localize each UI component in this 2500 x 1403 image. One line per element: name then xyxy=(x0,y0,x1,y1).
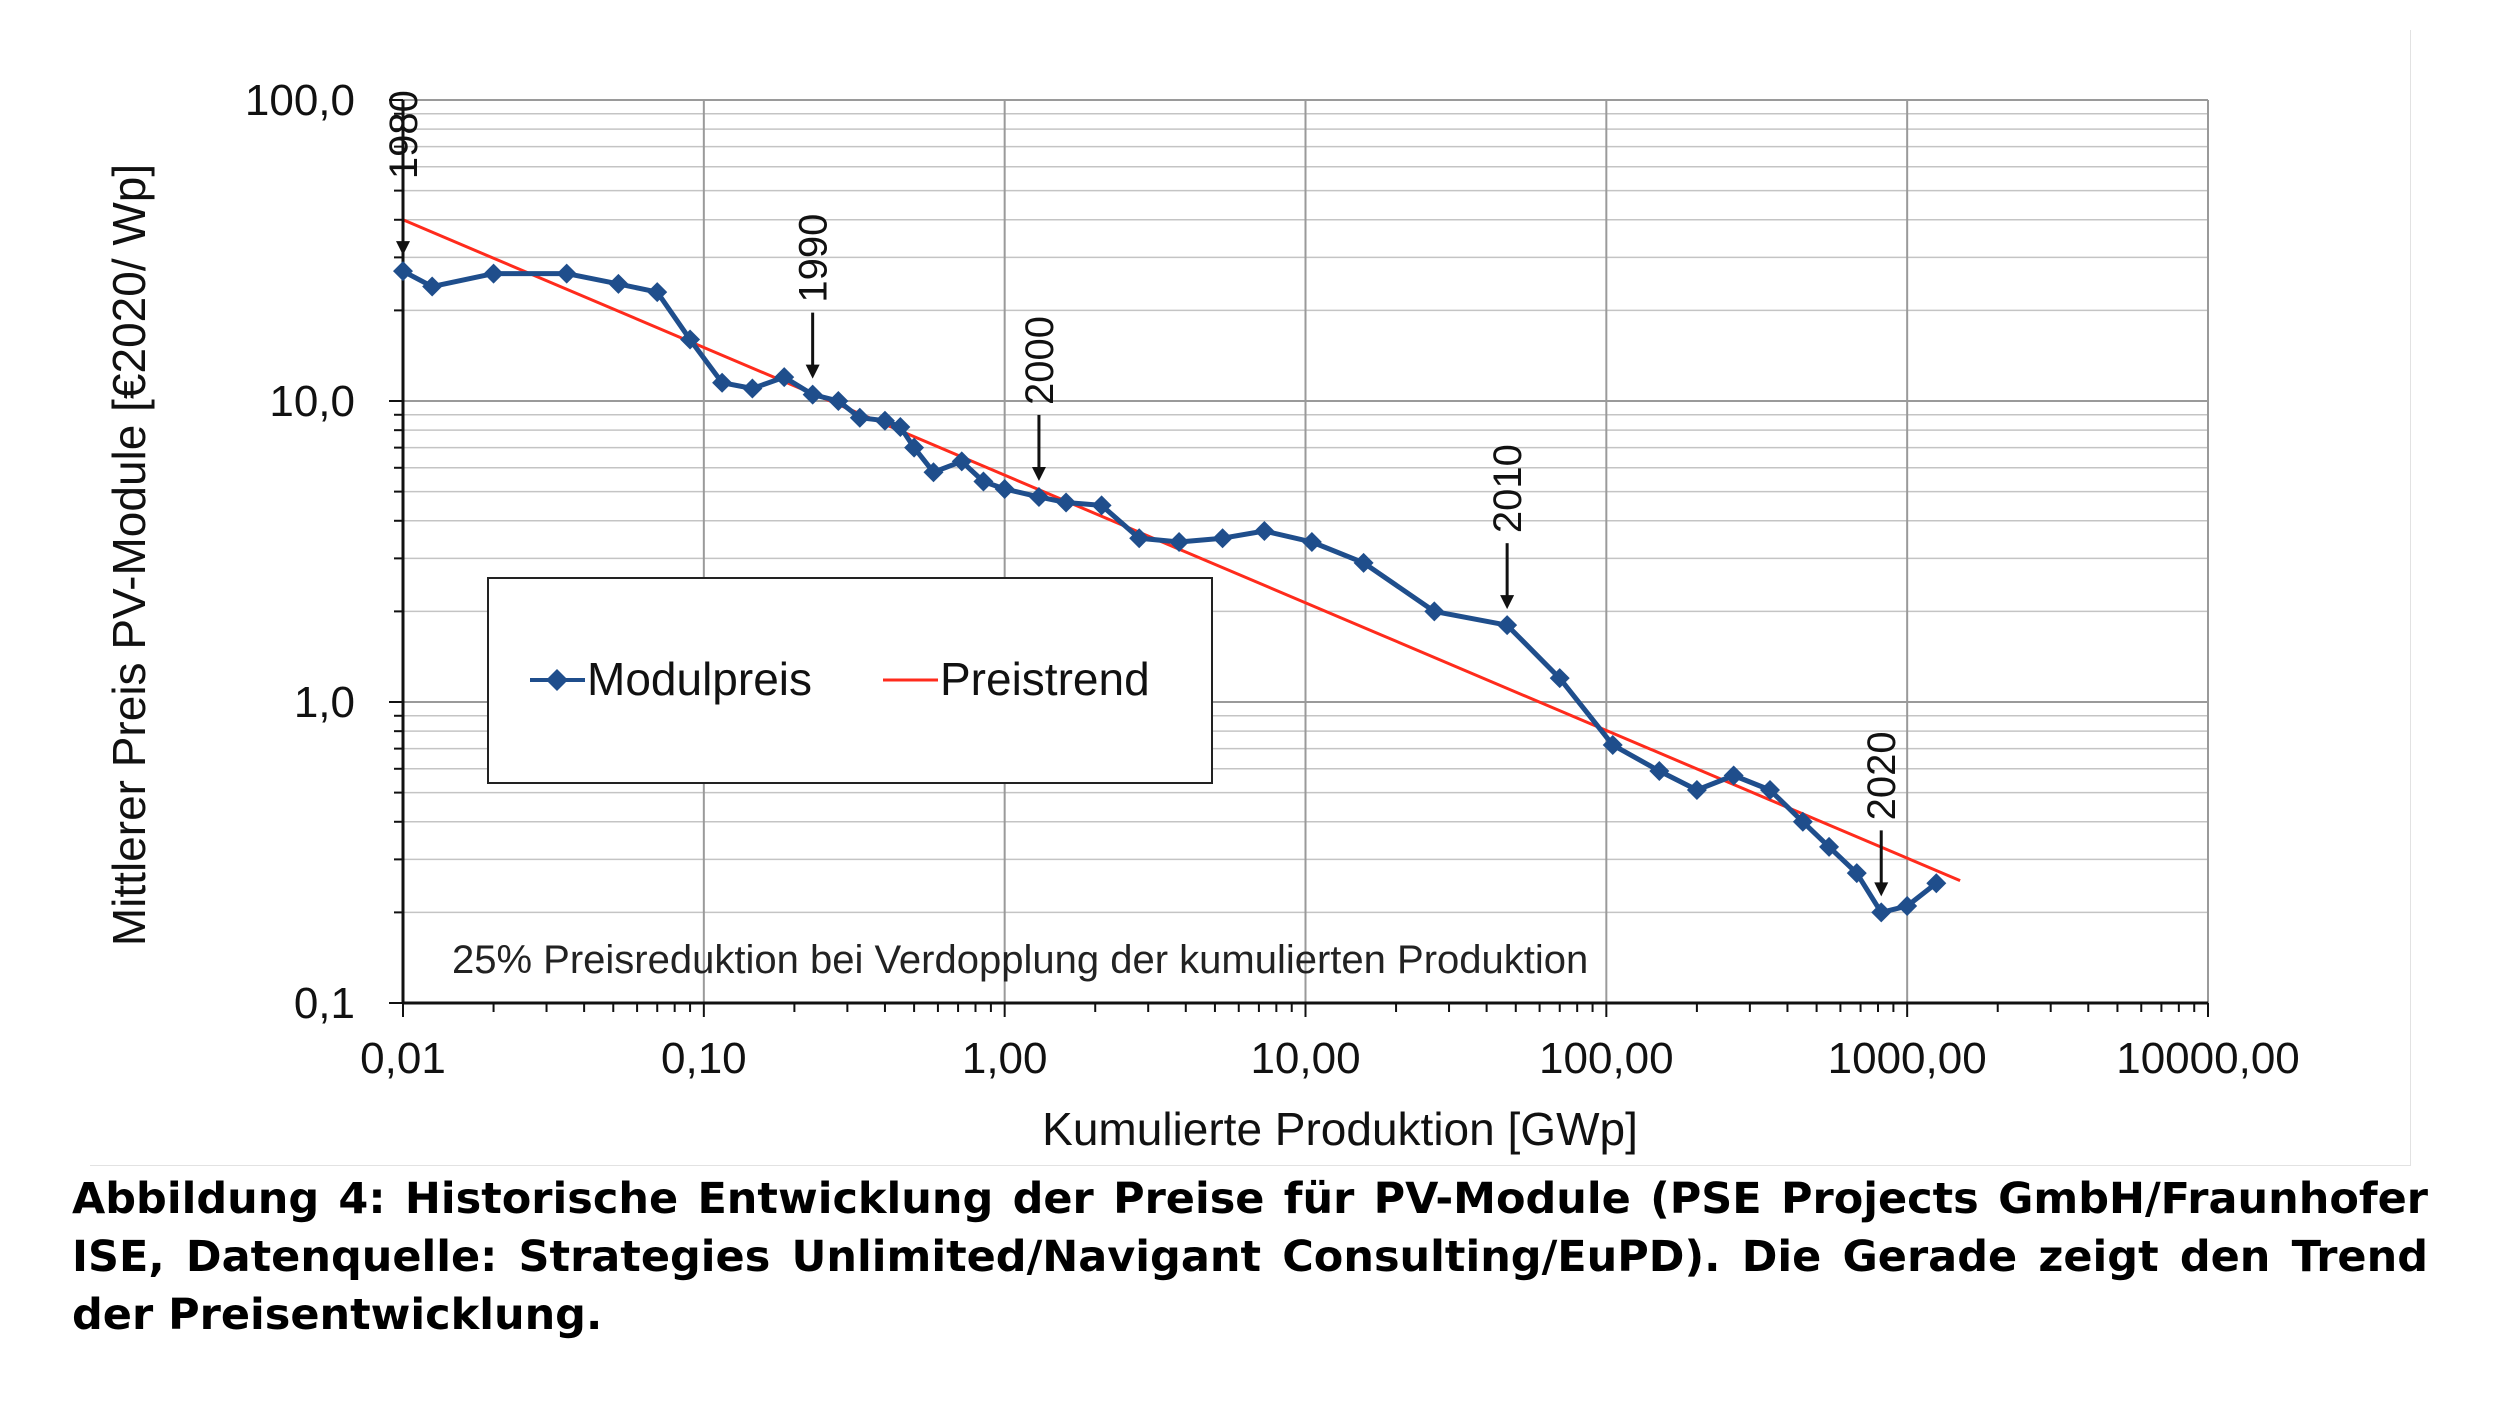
modulpreis-point xyxy=(422,276,443,297)
year-label: 2010 xyxy=(1486,444,1530,533)
x-tick-label: 10,00 xyxy=(1250,1034,1360,1083)
x-axis-title: Kumulierte Produktion [GWp] xyxy=(1042,1103,1638,1155)
modulpreis-point xyxy=(994,479,1015,500)
grid-lines xyxy=(403,99,2209,1004)
modulpreis-point xyxy=(774,367,795,388)
year-label: 1990 xyxy=(792,214,836,303)
modulpreis-point xyxy=(1686,780,1707,801)
year-arrow-head xyxy=(1500,595,1515,610)
modulpreis-point xyxy=(1649,760,1670,781)
modulpreis-point xyxy=(1424,601,1445,622)
modulpreis-point xyxy=(1602,734,1623,755)
figure-frame xyxy=(90,30,2411,1166)
legend-modulpreis-marker xyxy=(546,669,568,691)
year-arrow-head xyxy=(1874,882,1889,897)
y-tick-label: 100,0 xyxy=(245,76,355,125)
price-chart: 0,01 0,10 1,00 10,00 100,00 1000,00 10000,00 0,… xyxy=(103,76,2300,1155)
y-axis-title: Mittlerer Preis PV-Module [€2020/ Wp] xyxy=(103,164,155,946)
modulpreis-point xyxy=(1792,811,1813,832)
legend: Modulpreis Preistrend xyxy=(487,577,1213,784)
legend-preistrend-label: Preistrend xyxy=(940,653,1150,705)
legend-box xyxy=(487,577,1213,784)
modulpreis-point xyxy=(393,261,413,282)
modulpreis-point xyxy=(1129,528,1150,549)
modulpreis-point xyxy=(556,263,577,284)
modulpreis-series-group xyxy=(393,261,1947,923)
trend-line-group xyxy=(402,218,1961,882)
modulpreis-point xyxy=(828,391,849,411)
modulpreis-point xyxy=(890,416,911,437)
modulpreis-point xyxy=(1497,615,1518,636)
modulpreis-point xyxy=(742,378,763,399)
modulpreis-point xyxy=(1760,780,1781,801)
modulpreis-point xyxy=(1056,492,1077,513)
modulpreis-point xyxy=(1091,495,1112,516)
y-tick-label: 1,0 xyxy=(294,678,355,727)
modulpreis-point xyxy=(1926,873,1947,894)
modulpreis-point xyxy=(1028,486,1049,507)
x-tick-label: 0,01 xyxy=(360,1034,446,1083)
modulpreis-point xyxy=(1353,552,1374,573)
figure-caption: Abbildung 4: Historische Entwicklung der… xyxy=(72,1174,2428,1340)
modulpreis-point xyxy=(923,462,944,483)
modulpreis-point xyxy=(973,471,994,492)
legend-modulpreis-label: Modulpreis xyxy=(587,653,812,705)
modulpreis-point xyxy=(874,410,895,431)
year-annotations: 1980 1990 2000 2010 2020 xyxy=(382,90,1904,897)
modulpreis-point xyxy=(1169,532,1190,553)
year-label: 2000 xyxy=(1018,316,1062,405)
x-tick-label: 10000,00 xyxy=(2116,1034,2300,1083)
modulpreis-point xyxy=(904,437,925,458)
modulpreis-point xyxy=(1846,863,1867,884)
year-label: 2020 xyxy=(1860,731,1904,820)
year-arrow-head xyxy=(1031,466,1046,481)
modulpreis-point xyxy=(1212,528,1233,549)
modulpreis-point xyxy=(951,451,972,472)
year-arrow-head xyxy=(396,241,410,256)
modulpreis-point xyxy=(712,372,733,393)
modulpreis-point xyxy=(1254,520,1275,541)
year-label: 1980 xyxy=(382,90,426,179)
x-tick-label: 1000,00 xyxy=(1828,1034,1987,1083)
year-arrow-head xyxy=(805,364,820,379)
modulpreis-point xyxy=(647,282,668,303)
price-reduction-note: 25% Preisreduktion bei Verdopplung der k… xyxy=(452,938,1588,982)
preistrend-line xyxy=(402,218,1961,882)
modulpreis-point xyxy=(1871,902,1892,923)
modulpreis-point xyxy=(802,384,823,405)
modulpreis-point xyxy=(680,329,701,350)
modulpreis-point xyxy=(1301,532,1322,553)
tick-labels: 0,01 0,10 1,00 10,00 100,00 1000,00 10000,00 0,… xyxy=(245,76,2300,1083)
x-tick-label: 0,10 xyxy=(661,1034,747,1083)
y-tick-label: 0,1 xyxy=(294,979,355,1028)
x-tick-label: 100,00 xyxy=(1539,1034,1674,1083)
modulpreis-point xyxy=(608,273,629,294)
modulpreis-point xyxy=(1897,896,1918,917)
modulpreis-point xyxy=(1549,668,1570,689)
y-tick-label: 10,0 xyxy=(269,377,355,426)
modulpreis-point xyxy=(1819,836,1840,857)
modulpreis-point xyxy=(1723,765,1744,786)
modulpreis-point xyxy=(483,263,504,284)
x-tick-label: 1,00 xyxy=(962,1034,1048,1083)
modulpreis-point xyxy=(849,407,870,428)
